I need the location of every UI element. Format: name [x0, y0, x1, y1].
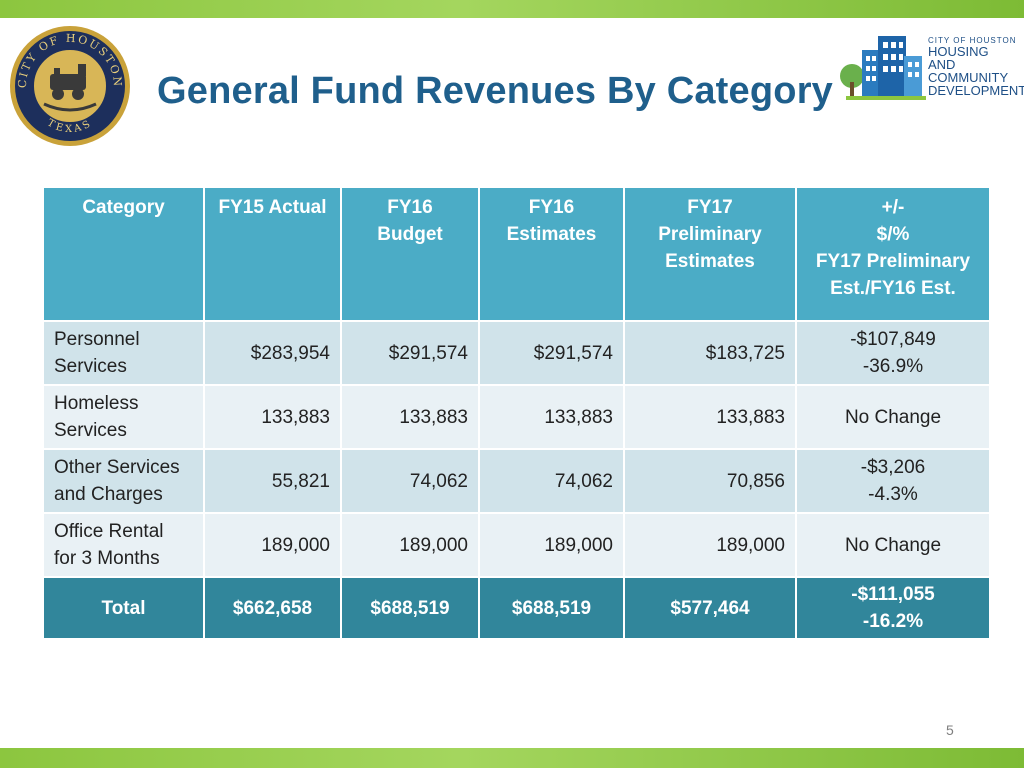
- row-fy17: 70,856: [623, 448, 797, 514]
- logo-line-4: DEVELOPMENT: [928, 83, 1024, 98]
- header-change: +/- $/% FY17 Preliminary Est./FY16 Est.: [795, 186, 991, 322]
- total-fy16-est: $688,519: [478, 576, 625, 640]
- table-total-row: Total $662,658 $688,519 $688,519 $577,46…: [42, 576, 991, 640]
- total-label: Total: [42, 576, 205, 640]
- housing-department-logo: CITY OF HOUSTON HOUSING AND COMMUNITY DE…: [838, 30, 1024, 110]
- row-fy17: 133,883: [623, 384, 797, 450]
- city-seal-icon: CITY OF HOUSTON TEXAS: [10, 26, 130, 146]
- table-row: Homeless Services 133,883 133,883 133,88…: [42, 384, 991, 450]
- table-row: Other Services and Charges 55,821 74,062…: [42, 448, 991, 514]
- buildings-icon: [840, 36, 926, 100]
- total-change: -$111,055 -16.2%: [795, 576, 991, 640]
- table-row: Office Rental for 3 Months 189,000 189,0…: [42, 512, 991, 578]
- row-fy16-est: $291,574: [478, 320, 625, 386]
- row-fy16-budget: 189,000: [340, 512, 480, 578]
- logo-line-1: CITY OF HOUSTON: [928, 36, 1017, 45]
- row-fy16-est: 189,000: [478, 512, 625, 578]
- revenue-table: Category FY15 Actual FY16 Budget FY16 Es…: [42, 186, 991, 640]
- header-fy17-preliminary: FY17 Preliminary Estimates: [623, 186, 797, 322]
- row-change: No Change: [795, 512, 991, 578]
- total-fy16-budget: $688,519: [340, 576, 480, 640]
- row-fy15: 133,883: [203, 384, 342, 450]
- row-fy16-budget: 74,062: [340, 448, 480, 514]
- row-category: Personnel Services: [42, 320, 205, 386]
- row-category: Office Rental for 3 Months: [42, 512, 205, 578]
- row-fy15: 55,821: [203, 448, 342, 514]
- row-fy16-budget: 133,883: [340, 384, 480, 450]
- row-fy15: $283,954: [203, 320, 342, 386]
- row-fy16-est: 74,062: [478, 448, 625, 514]
- table-row: Personnel Services $283,954 $291,574 $29…: [42, 320, 991, 386]
- row-fy16-est: 133,883: [478, 384, 625, 450]
- row-fy15: 189,000: [203, 512, 342, 578]
- header-fy16-estimates: FY16 Estimates: [478, 186, 625, 322]
- row-fy17: $183,725: [623, 320, 797, 386]
- row-category: Homeless Services: [42, 384, 205, 450]
- bottom-accent-bar: [0, 748, 1024, 768]
- row-fy17: 189,000: [623, 512, 797, 578]
- total-fy17: $577,464: [623, 576, 797, 640]
- page-number: 5: [946, 722, 954, 738]
- row-change: No Change: [795, 384, 991, 450]
- header-fy15-actual: FY15 Actual: [203, 186, 342, 322]
- logo-line-3: COMMUNITY: [928, 70, 1009, 85]
- logo-line-2: HOUSING AND: [928, 44, 989, 72]
- row-change: -$3,206 -4.3%: [795, 448, 991, 514]
- row-fy16-budget: $291,574: [340, 320, 480, 386]
- table-header-row: Category FY15 Actual FY16 Budget FY16 Es…: [42, 186, 991, 322]
- row-change: -$107,849 -36.9%: [795, 320, 991, 386]
- top-accent-bar: [0, 0, 1024, 18]
- header-fy16-budget: FY16 Budget: [340, 186, 480, 322]
- slide-title: General Fund Revenues By Category: [157, 70, 834, 112]
- header-category: Category: [42, 186, 205, 322]
- total-fy15: $662,658: [203, 576, 342, 640]
- row-category: Other Services and Charges: [42, 448, 205, 514]
